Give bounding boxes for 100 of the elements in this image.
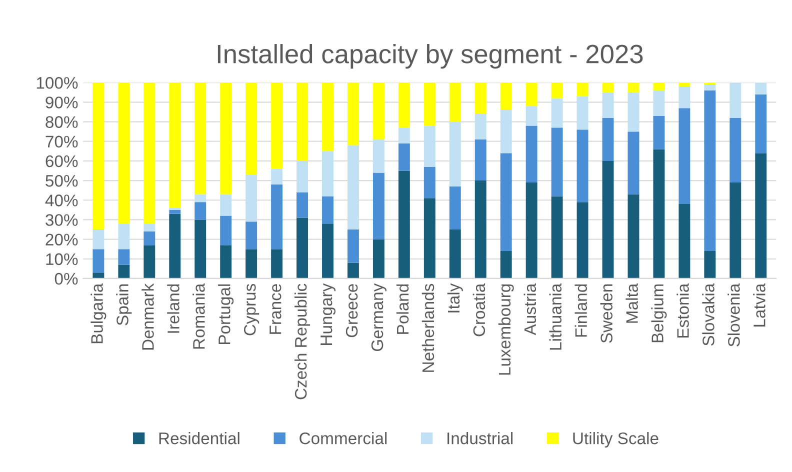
y-tick-label: 10% [46, 253, 78, 266]
bar [704, 84, 716, 90]
y-tick-label: 90% [46, 96, 78, 108]
bar [372, 82, 384, 140]
bar [118, 82, 130, 224]
bar [678, 108, 690, 204]
x-tick-label: Hungary [320, 283, 336, 345]
bar [246, 222, 258, 250]
bar [144, 245, 156, 278]
bar [347, 145, 359, 230]
bar [246, 82, 258, 175]
y-tick-label: 100% [36, 77, 78, 89]
bar [271, 168, 283, 184]
bar [296, 192, 308, 218]
bar [755, 153, 767, 278]
bar [347, 82, 359, 146]
bar [194, 82, 206, 194]
bar [118, 224, 130, 250]
bar [755, 82, 767, 94]
bar [551, 196, 563, 278]
bar [704, 251, 716, 278]
bar [551, 128, 563, 196]
x-tick-label: Spain [116, 284, 132, 326]
x-tick-label: Bulgaria [90, 283, 106, 344]
y-tick-label: 80% [46, 116, 78, 128]
x-tick-label: Romania [192, 283, 205, 349]
bar [653, 82, 665, 90]
bar [322, 151, 334, 196]
bar [271, 249, 283, 278]
x-tick-label: Latvia [753, 283, 766, 326]
bar [220, 82, 232, 194]
bar [322, 196, 334, 224]
bar [653, 90, 665, 116]
bar [92, 230, 104, 250]
x-tick-label: Belgium [651, 284, 667, 342]
legend-label: Industrial [448, 432, 513, 444]
bar [576, 82, 588, 96]
x-tick-label: Lithuania [549, 283, 562, 350]
bar [551, 98, 563, 128]
bar [474, 82, 486, 114]
bar [628, 82, 640, 92]
bar [296, 82, 308, 161]
y-tick-label: 20% [46, 234, 78, 246]
bar [296, 160, 308, 192]
x-tick-label: Sweden [600, 284, 612, 343]
y-tick-label: 40% [45, 194, 78, 206]
bar [398, 128, 410, 144]
bar [246, 249, 258, 278]
bar [474, 180, 486, 278]
x-tick-label: Poland [396, 284, 409, 334]
y-tick-label: 30% [46, 214, 78, 226]
bar [271, 184, 283, 250]
y-tick-label: 70% [46, 136, 78, 148]
bar [628, 132, 640, 194]
bar [500, 82, 512, 110]
bar [474, 139, 486, 181]
bar [169, 210, 181, 214]
bar [144, 231, 156, 246]
bar [678, 204, 690, 278]
bar [92, 249, 104, 273]
bar [730, 182, 742, 278]
bar [602, 160, 614, 278]
x-tick-label: Denmark [142, 283, 154, 350]
bar [576, 96, 588, 130]
bar [424, 82, 436, 126]
bar [526, 82, 538, 106]
bar [220, 194, 232, 216]
x-tick-label: Austria [524, 283, 536, 336]
x-tick-label: Croatia [472, 283, 486, 336]
bar [678, 86, 690, 108]
bar [169, 214, 181, 278]
y-tick-label: 50% [46, 174, 78, 187]
bar [220, 245, 232, 278]
bar [372, 239, 384, 278]
bar [271, 82, 283, 169]
bar [398, 82, 410, 128]
bar [602, 92, 614, 118]
bar [526, 106, 538, 126]
x-tick-label: Luxembourg [498, 284, 514, 375]
x-tick-label: Slovenia [728, 283, 740, 347]
bar [92, 272, 104, 278]
bar [449, 186, 461, 230]
x-tick-label: Estonia [676, 283, 689, 338]
x-tick-label: Italy [447, 283, 463, 312]
bar [628, 92, 640, 132]
bar [246, 174, 258, 222]
bar [372, 172, 384, 240]
legend-label: Residential [159, 432, 240, 444]
bar [194, 202, 206, 220]
bar [194, 220, 206, 278]
bar [322, 82, 334, 152]
bar [551, 82, 563, 98]
x-tick-label: Cyprus [244, 284, 260, 336]
x-tick-label: Slovakia [702, 283, 714, 346]
bar [296, 218, 308, 278]
bar [526, 182, 538, 278]
bar [628, 194, 640, 278]
bar [424, 166, 436, 198]
x-tick-label: Netherlands [422, 284, 434, 372]
bar [526, 126, 538, 182]
